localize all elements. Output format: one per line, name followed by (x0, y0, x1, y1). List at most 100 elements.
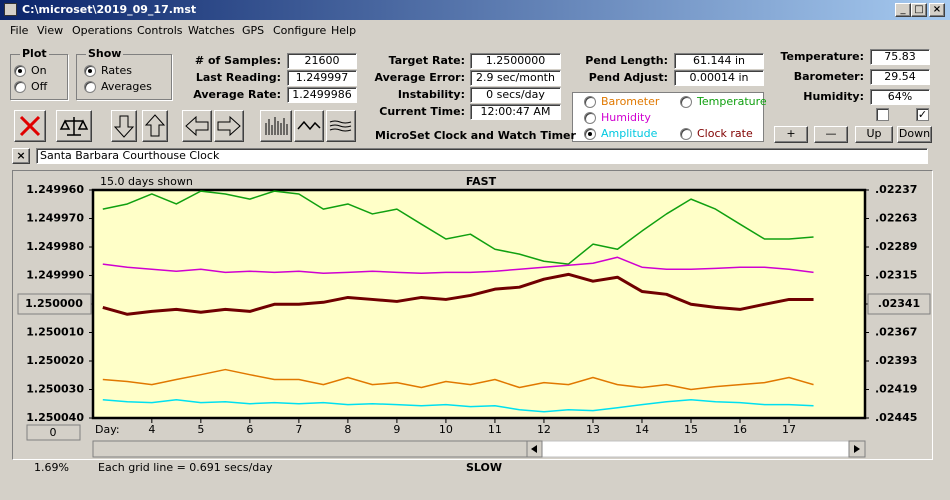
wave-button[interactable] (294, 110, 324, 142)
scale-icon (59, 117, 89, 136)
env-button[interactable]: Up (855, 126, 893, 143)
x-tick-label: 17 (782, 423, 796, 436)
plot-option[interactable] (680, 128, 692, 140)
env-button[interactable]: — (814, 126, 848, 143)
clear-button[interactable] (14, 110, 46, 142)
field-label: Pend Adjust: (588, 71, 668, 84)
right-button[interactable] (214, 110, 244, 142)
menu-item[interactable]: Watches (188, 24, 235, 37)
series-line (102, 190, 814, 265)
field-value[interactable]: 61.144 in (674, 53, 764, 69)
up-button[interactable] (142, 110, 168, 142)
down-button[interactable] (111, 110, 137, 142)
plot-option[interactable] (680, 96, 692, 108)
zero-button (26, 424, 81, 441)
menu-bar: File View Operations Controls Watches GPS Conf… (0, 22, 950, 40)
bars-button[interactable] (260, 110, 292, 142)
percent: 1.69% (34, 461, 69, 474)
y-tick-label: 1.250010 (26, 326, 84, 339)
field-value[interactable]: 21600 (287, 53, 357, 69)
menu-item[interactable]: Controls (137, 24, 183, 37)
x-tick-label: 6 (246, 423, 253, 436)
lines-button[interactable] (326, 110, 356, 142)
radio[interactable] (14, 81, 26, 93)
right-icon (217, 115, 241, 137)
clock-name-field[interactable]: Santa Barbara Courthouse Clock (36, 148, 928, 164)
minimize-button[interactable]: _ (895, 3, 911, 17)
chart-panel (12, 170, 933, 460)
menu-item[interactable]: Configure (273, 24, 327, 37)
x-tick-label: 13 (586, 423, 600, 436)
field-value[interactable]: 0 secs/day (470, 87, 561, 103)
x-tick-label: 11 (488, 423, 502, 436)
field-label: # of Samples: (194, 54, 281, 67)
wave-icon (297, 120, 321, 131)
plot-option[interactable] (584, 96, 596, 108)
checkbox[interactable]: ✓ (916, 108, 929, 121)
slow-label: SLOW (466, 461, 502, 474)
down-icon (113, 115, 135, 138)
radio-label: Rates (101, 64, 132, 77)
x-tick-label: 15 (684, 423, 698, 436)
app-title: MicroSet Clock and Watch Timer (375, 129, 576, 142)
field-label: Average Rate: (193, 88, 281, 101)
window-title: C:\microset\2019_09_17.mst (22, 3, 197, 16)
env-button[interactable]: Down (897, 126, 932, 143)
y2-tick-label: .02367 (875, 326, 917, 339)
field-value[interactable]: 1.2500000 (470, 53, 561, 69)
radio[interactable] (84, 65, 96, 77)
left-icon (185, 115, 209, 137)
close-clock-button[interactable]: × (12, 148, 30, 164)
plot-area (91, 188, 867, 420)
radio[interactable] (14, 65, 26, 77)
field-label: Current Time: (379, 105, 465, 118)
y2-tick-label: .02263 (875, 212, 917, 225)
menu-item[interactable]: File (10, 24, 29, 37)
series-line (102, 272, 814, 316)
field-label: Instability: (397, 88, 465, 101)
field-value[interactable]: 0.00014 in (674, 70, 764, 86)
plot-option[interactable] (584, 112, 596, 124)
field-value[interactable]: 12:00:47 AM (470, 104, 561, 120)
menu-item[interactable]: Help (331, 24, 357, 37)
close-button[interactable]: × (929, 3, 945, 17)
maximize-button[interactable]: □ (911, 3, 927, 17)
env-button[interactable]: + (774, 126, 808, 143)
y2-tick-label: .02419 (875, 383, 917, 396)
x-tick-label: 10 (439, 423, 453, 436)
x-tick-label: 4 (148, 423, 155, 436)
y2-tick-label: .02289 (875, 240, 917, 253)
field-value[interactable]: 1.249997 (287, 70, 357, 86)
field-label: Last Reading: (195, 71, 281, 84)
field-value[interactable]: 64% (870, 89, 930, 105)
radio-dot (588, 132, 592, 136)
y2-tick-button (867, 293, 931, 315)
field-value[interactable]: 75.83 (870, 49, 930, 65)
x-tick-label: 14 (635, 423, 649, 436)
field-value[interactable]: 1.2499986 (287, 87, 357, 103)
field-label: Humidity: (803, 90, 864, 103)
field-label: Pend Length: (585, 54, 668, 67)
zero-button-label: 0 (50, 426, 57, 439)
menu-item[interactable]: Operations (72, 24, 133, 37)
x-tick-label: 16 (733, 423, 747, 436)
scale-button[interactable] (56, 110, 92, 142)
group-title: Plot (20, 47, 49, 60)
radio[interactable] (84, 81, 96, 93)
plot-option[interactable] (584, 128, 596, 140)
y-tick-label: 1.250040 (26, 411, 84, 424)
days-shown: 15.0 days shown (100, 175, 193, 188)
app-icon (4, 3, 17, 16)
menu-item[interactable]: GPS (242, 24, 265, 37)
series-line (102, 368, 814, 391)
radio-label: Averages (101, 80, 152, 93)
show-group (76, 54, 172, 100)
field-value[interactable]: 2.9 sec/month (470, 70, 561, 86)
title-bar: C:\microset\2019_09_17.mst _ □ × (0, 0, 950, 20)
y2-tick-label: .02237 (875, 183, 917, 196)
checkbox[interactable] (876, 108, 889, 121)
left-button[interactable] (182, 110, 212, 142)
menu-item[interactable]: View (37, 24, 64, 37)
y-tick-button (17, 293, 92, 315)
field-value[interactable]: 29.54 (870, 69, 930, 85)
